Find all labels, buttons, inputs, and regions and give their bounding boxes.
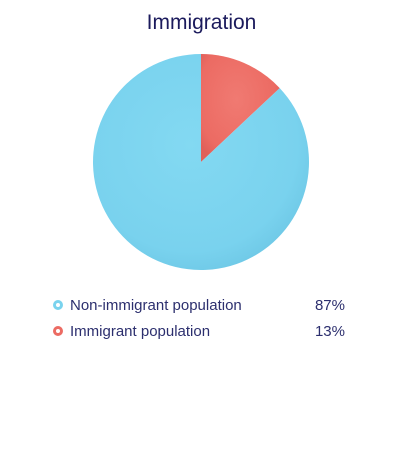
pie-slice-non-immigrant <box>93 54 310 270</box>
legend-marker-immigrant <box>53 326 63 336</box>
pie-slice-immigrant <box>201 54 280 162</box>
legend-label-non-immigrant: Non-immigrant population <box>70 296 242 314</box>
legend-value-immigrant: 13% <box>314 322 345 340</box>
chart-title: Immigration <box>146 11 257 34</box>
legend-label-immigrant: Immigrant population <box>70 322 211 340</box>
legend-item-immigrant: Immigrant population 13% <box>53 321 345 341</box>
legend-marker-non-immigrant <box>53 300 63 310</box>
legend-value-non-immigrant: 87% <box>314 296 345 314</box>
legend-item-non-immigrant: Non-immigrant population 87% <box>53 295 345 315</box>
